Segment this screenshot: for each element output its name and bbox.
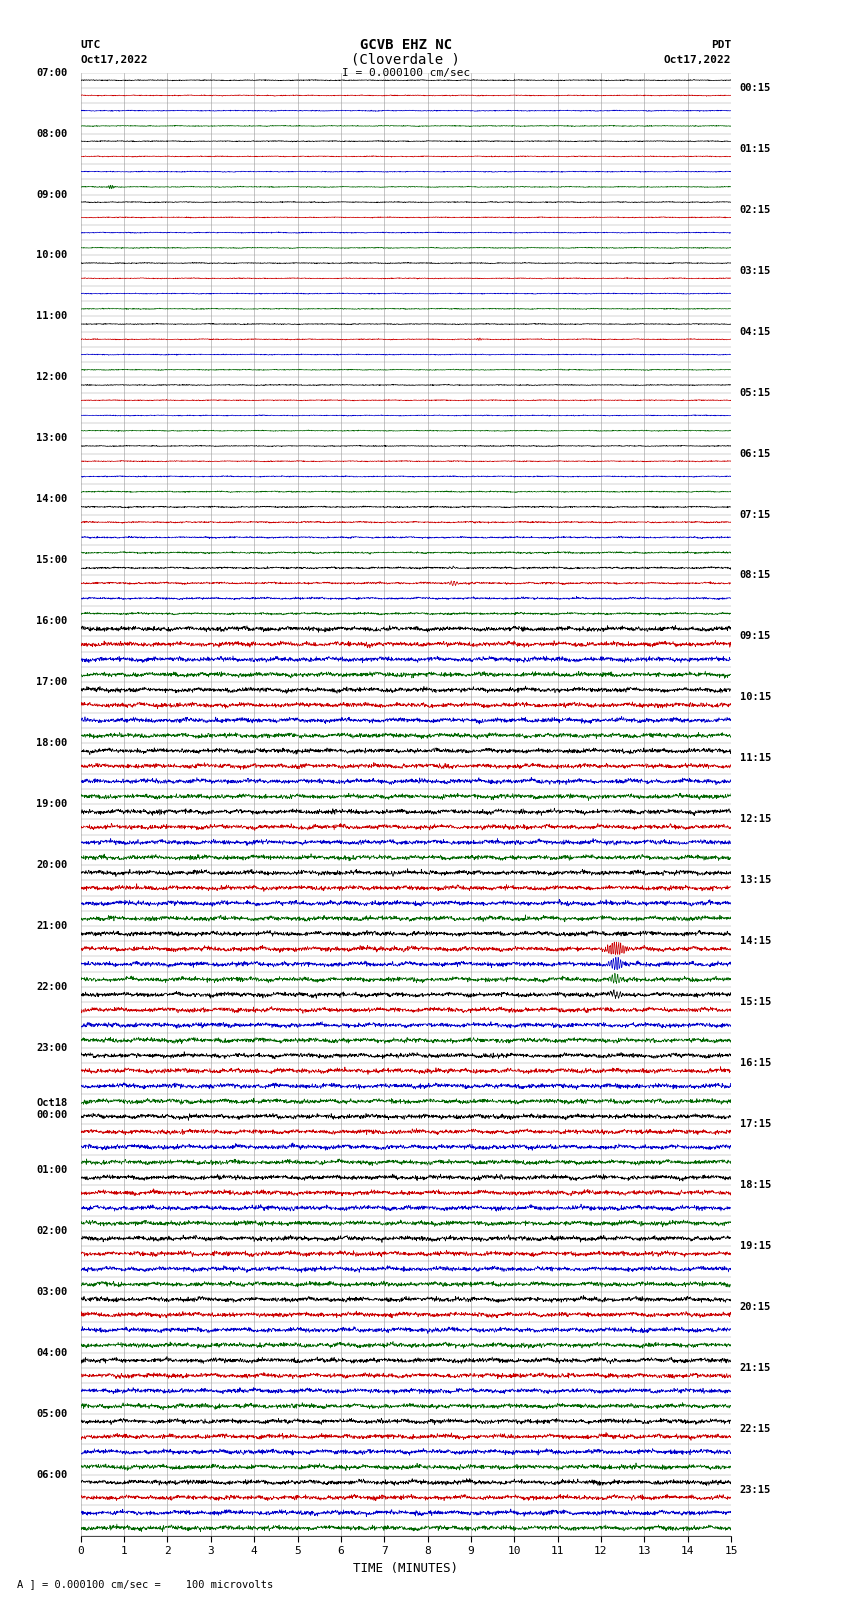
Text: 12:00: 12:00 <box>37 373 68 382</box>
Text: 12:15: 12:15 <box>740 815 771 824</box>
Text: 07:00: 07:00 <box>37 68 68 77</box>
Text: 18:00: 18:00 <box>37 739 68 748</box>
Text: 03:00: 03:00 <box>37 1287 68 1297</box>
Text: 07:15: 07:15 <box>740 510 771 519</box>
Text: 14:15: 14:15 <box>740 936 771 947</box>
Text: (Cloverdale ): (Cloverdale ) <box>351 53 461 66</box>
Text: 03:15: 03:15 <box>740 266 771 276</box>
Text: Oct18
00:00: Oct18 00:00 <box>37 1098 68 1119</box>
Text: 02:15: 02:15 <box>740 205 771 215</box>
Text: 00:15: 00:15 <box>740 82 771 94</box>
Text: Oct17,2022: Oct17,2022 <box>664 55 731 65</box>
X-axis label: TIME (MINUTES): TIME (MINUTES) <box>354 1561 458 1574</box>
Text: 14:00: 14:00 <box>37 494 68 505</box>
Text: 06:00: 06:00 <box>37 1469 68 1479</box>
Text: 04:15: 04:15 <box>740 327 771 337</box>
Text: 13:00: 13:00 <box>37 434 68 444</box>
Text: 01:00: 01:00 <box>37 1165 68 1174</box>
Text: 20:00: 20:00 <box>37 860 68 869</box>
Text: 15:00: 15:00 <box>37 555 68 565</box>
Text: 05:00: 05:00 <box>37 1408 68 1419</box>
Text: A ] = 0.000100 cm/sec =    100 microvolts: A ] = 0.000100 cm/sec = 100 microvolts <box>17 1579 273 1589</box>
Text: 08:00: 08:00 <box>37 129 68 139</box>
Text: GCVB EHZ NC: GCVB EHZ NC <box>360 39 452 52</box>
Text: 09:00: 09:00 <box>37 189 68 200</box>
Text: 06:15: 06:15 <box>740 448 771 458</box>
Text: UTC: UTC <box>81 40 101 50</box>
Text: 05:15: 05:15 <box>740 387 771 398</box>
Text: 19:00: 19:00 <box>37 798 68 810</box>
Text: 11:00: 11:00 <box>37 311 68 321</box>
Text: 17:15: 17:15 <box>740 1119 771 1129</box>
Text: 08:15: 08:15 <box>740 571 771 581</box>
Text: 04:00: 04:00 <box>37 1348 68 1358</box>
Text: 23:00: 23:00 <box>37 1044 68 1053</box>
Text: 01:15: 01:15 <box>740 144 771 153</box>
Text: PDT: PDT <box>711 40 731 50</box>
Text: 10:15: 10:15 <box>740 692 771 702</box>
Text: 21:15: 21:15 <box>740 1363 771 1373</box>
Text: 22:00: 22:00 <box>37 982 68 992</box>
Text: Oct17,2022: Oct17,2022 <box>81 55 148 65</box>
Text: 18:15: 18:15 <box>740 1181 771 1190</box>
Text: 19:15: 19:15 <box>740 1240 771 1252</box>
Text: 15:15: 15:15 <box>740 997 771 1007</box>
Text: 13:15: 13:15 <box>740 876 771 886</box>
Text: 23:15: 23:15 <box>740 1486 771 1495</box>
Text: 16:15: 16:15 <box>740 1058 771 1068</box>
Text: 09:15: 09:15 <box>740 631 771 642</box>
Text: I = 0.000100 cm/sec: I = 0.000100 cm/sec <box>342 68 470 77</box>
Text: 21:00: 21:00 <box>37 921 68 931</box>
Text: 20:15: 20:15 <box>740 1302 771 1311</box>
Text: 17:00: 17:00 <box>37 677 68 687</box>
Text: 22:15: 22:15 <box>740 1424 771 1434</box>
Text: 10:00: 10:00 <box>37 250 68 260</box>
Text: 11:15: 11:15 <box>740 753 771 763</box>
Text: 16:00: 16:00 <box>37 616 68 626</box>
Text: 02:00: 02:00 <box>37 1226 68 1236</box>
